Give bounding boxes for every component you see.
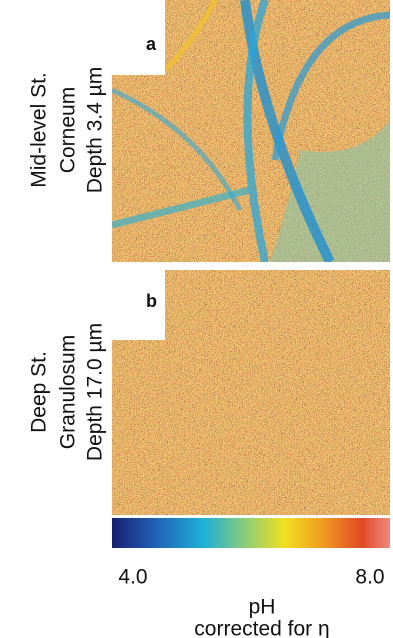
panel-caption: Deep St. xyxy=(28,351,51,433)
notch xyxy=(108,270,165,340)
panel-caption: Depth 17.0 µm xyxy=(84,323,107,461)
notch xyxy=(108,0,165,75)
colorbar xyxy=(112,518,390,548)
colorbar-title: pH xyxy=(249,596,276,619)
panel-a-image xyxy=(112,0,390,262)
panel-caption: Depth 3.4 µm xyxy=(84,67,107,194)
colorbar-max: 8.0 xyxy=(355,566,384,589)
panel-caption: Granulosum xyxy=(57,335,80,449)
panel-caption: Corneum xyxy=(57,87,80,173)
colorbar-min: 4.0 xyxy=(118,566,147,589)
colorbar-subtitle: corrected for η xyxy=(194,618,329,638)
panel-caption: Mid-level St. xyxy=(28,72,51,188)
panel-label: b xyxy=(146,291,157,311)
panel-label: a xyxy=(146,34,157,54)
